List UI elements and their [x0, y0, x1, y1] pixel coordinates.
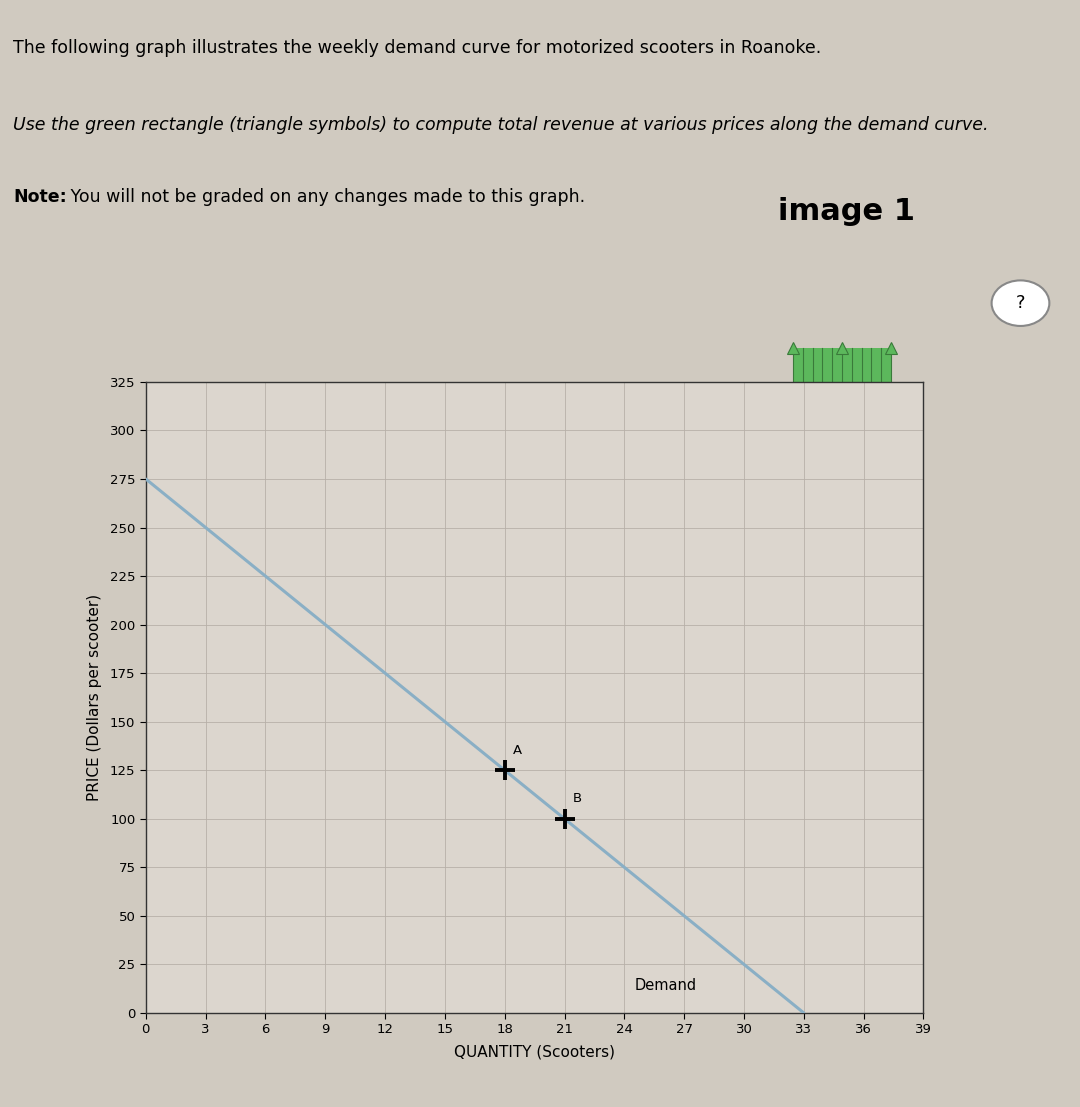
Text: Total Revenue: Total Revenue — [788, 454, 895, 469]
Text: Note:: Note: — [13, 188, 67, 206]
Text: Demand: Demand — [634, 979, 697, 993]
Text: A: A — [513, 744, 522, 756]
Text: The following graph illustrates the weekly demand curve for motorized scooters i: The following graph illustrates the week… — [13, 39, 821, 56]
Circle shape — [991, 280, 1050, 325]
Y-axis label: PRICE (Dollars per scooter): PRICE (Dollars per scooter) — [86, 593, 102, 801]
Text: image 1: image 1 — [778, 197, 915, 226]
Text: Use the green rectangle (triangle symbols) to compute total revenue at various p: Use the green rectangle (triangle symbol… — [13, 116, 988, 134]
Text: ?: ? — [1015, 294, 1025, 312]
FancyBboxPatch shape — [793, 349, 891, 410]
Text: You will not be graded on any changes made to this graph.: You will not be graded on any changes ma… — [65, 188, 585, 206]
Text: B: B — [572, 793, 582, 805]
X-axis label: QUANTITY (Scooters): QUANTITY (Scooters) — [454, 1045, 616, 1059]
